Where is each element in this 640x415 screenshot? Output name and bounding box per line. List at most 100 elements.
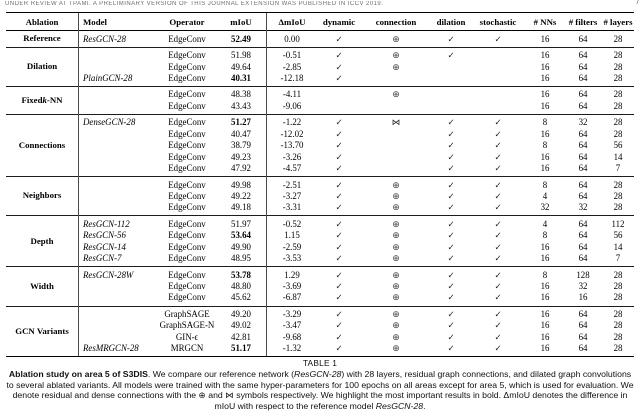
residual-connection-icon: ⊕ — [392, 230, 400, 241]
cell-nns: 16 — [540, 163, 550, 173]
check-icon: ✓ — [335, 151, 343, 162]
cell-miou: 49.98 — [231, 179, 251, 190]
cell-dmiou: -4.11 — [282, 89, 302, 100]
check-icon: ✓ — [447, 190, 455, 201]
cell-nns: 8 — [542, 117, 548, 128]
cell-layers: 28 — [613, 33, 623, 44]
check-icon: ✓ — [335, 50, 343, 61]
group-label: Fixed k -NN — [21, 94, 63, 105]
cell-layers: 28 — [613, 117, 623, 128]
cell-nns: 8 — [542, 140, 548, 151]
residual-connection-icon: ⊕ — [392, 253, 400, 264]
cell-miou: 48.95 — [231, 253, 251, 264]
cell-layers: 28 — [613, 128, 623, 139]
cell-operator: EdgeConv — [168, 281, 206, 292]
residual-connection-icon: ⊕ — [392, 89, 400, 100]
check-icon: ✓ — [494, 343, 502, 354]
table-row: EdgeConv 38.79 -13.70 ✓ ✓ ✓ 8 64 56 — [78, 140, 634, 151]
cell-miou: 51.27 — [231, 117, 251, 128]
table-row: GIN-ϵ 42.81 -9.68 ✓ ⊕ ✓ ✓ 16 64 28 — [78, 331, 634, 342]
table-row: EdgeConv 40.47 -12.02 ✓ ✓ ✓ 16 64 28 — [78, 128, 634, 139]
check-icon: ✓ — [447, 202, 455, 213]
cell-filters: 64 — [578, 100, 588, 111]
cell-nns: 16 — [540, 281, 550, 292]
cell-nns: 16 — [540, 89, 550, 100]
cell-dmiou: -9.68 — [282, 331, 302, 342]
cell-operator: GraphSAGE-N — [159, 320, 215, 331]
check-icon: ✓ — [494, 269, 502, 280]
cell-dmiou: 1.15 — [284, 230, 300, 241]
cell-nns: 16 — [540, 292, 550, 303]
ablation-group: GCN Variants GraphSAGE 49.20 -3.29 ✓ ⊕ ✓ ✓ 16 64 2… — [6, 305, 634, 357]
check-icon: ✓ — [447, 128, 455, 139]
cell-miou: 53.78 — [231, 269, 251, 280]
cell-filters: 64 — [578, 128, 588, 139]
table-row: EdgeConv 49.64 -2.85 ✓ ⊕ 16 64 28 — [78, 61, 634, 72]
column-header-ablation: Ablation — [25, 16, 59, 27]
cell-nns: 8 — [542, 269, 548, 280]
cell-filters: 64 — [578, 343, 588, 354]
cell-operator: EdgeConv — [168, 89, 206, 100]
check-icon: ✓ — [447, 309, 455, 320]
cell-model: ResGCN-14 — [83, 241, 126, 252]
residual-connection-icon: ⊕ — [392, 269, 400, 280]
cell-layers: 7 — [615, 253, 621, 264]
cell-nns: 16 — [540, 320, 550, 331]
cell-miou: 40.47 — [231, 128, 251, 139]
cell-filters: 64 — [578, 320, 588, 331]
table-row: GraphSAGE-N 49.02 -3.47 ✓ ⊕ ✓ ✓ 16 64 28 — [78, 320, 634, 331]
table-row: EdgeConv 49.23 -3.26 ✓ ✓ ✓ 16 64 14 — [78, 151, 634, 162]
cell-layers: 28 — [613, 72, 623, 83]
cell-miou: 53.64 — [231, 230, 251, 241]
check-icon: ✓ — [494, 151, 502, 162]
cell-operator: EdgeConv — [168, 33, 206, 44]
cell-miou: 47.92 — [231, 163, 251, 173]
check-icon: ✓ — [494, 117, 502, 128]
cell-miou: 40.31 — [231, 72, 251, 83]
residual-connection-icon: ⊕ — [392, 309, 400, 320]
table-row: DenseGCN-28 EdgeConv 51.27 -1.22 ✓ ⋈ ✓ ✓ 8 32 28 — [78, 117, 634, 128]
check-icon: ✓ — [335, 140, 343, 151]
group-label: Width — [30, 280, 54, 291]
cell-operator: EdgeConv — [168, 190, 206, 201]
cell-layers: 56 — [613, 230, 623, 241]
check-icon: ✓ — [335, 230, 343, 241]
check-icon: ✓ — [494, 202, 502, 213]
cell-dmiou: -2.85 — [282, 61, 302, 72]
table-row: ResGCN-56 EdgeConv 53.64 1.15 ✓ ⊕ ✓ ✓ 8 64 56 — [78, 230, 634, 241]
cell-layers: 28 — [613, 320, 623, 331]
table-row: ResGCN-112 EdgeConv 51.97 -0.52 ✓ ⊕ ✓ ✓ 4 64 112 — [78, 219, 634, 230]
residual-connection-icon: ⊕ — [392, 61, 400, 72]
check-icon: ✓ — [335, 253, 343, 264]
cell-dmiou: -3.69 — [282, 281, 302, 292]
cell-nns: 8 — [542, 179, 548, 190]
column-header-miou: ΔmIoU — [278, 16, 306, 27]
check-icon: ✓ — [335, 33, 343, 44]
table-vertical-rule-miou — [266, 13, 267, 357]
cell-model: ResMRGCN-28 — [83, 343, 139, 354]
group-rows: EdgeConv 49.98 -2.51 ✓ ⊕ ✓ ✓ 8 64 28 EdgeConv 49.22… — [78, 179, 634, 213]
cell-operator: EdgeConv — [168, 202, 206, 213]
cell-operator: EdgeConv — [168, 100, 206, 111]
cell-filters: 64 — [578, 253, 588, 264]
cell-filters: 16 — [578, 292, 588, 303]
ablation-group: Depth ResGCN-112 EdgeConv 51.97 -0.52 ✓ ⊕ ✓ ✓ 4 64… — [6, 215, 634, 266]
cell-layers: 56 — [613, 140, 623, 151]
check-icon: ✓ — [494, 218, 502, 229]
check-icon: ✓ — [494, 331, 502, 342]
check-icon: ✓ — [335, 179, 343, 190]
cell-nns: 16 — [540, 33, 550, 44]
column-header-dynamic: dynamic — [322, 16, 356, 27]
cell-model: DenseGCN-28 — [83, 117, 136, 128]
cell-miou: 48.80 — [231, 281, 251, 292]
cell-miou: 49.64 — [231, 61, 251, 72]
cell-layers: 28 — [613, 343, 623, 354]
column-header-filters: # filters — [568, 16, 598, 27]
check-icon: ✓ — [335, 202, 343, 213]
table-row: EdgeConv 43.43 -9.06 16 64 28 — [78, 100, 634, 111]
cell-dmiou: 0.00 — [284, 33, 300, 44]
cell-nns: 32 — [540, 202, 550, 213]
table-row: EdgeConv 49.98 -2.51 ✓ ⊕ ✓ ✓ 8 64 28 — [78, 179, 634, 190]
residual-connection-icon: ⊕ — [392, 179, 400, 190]
table-row: ResGCN-14 EdgeConv 49.90 -2.59 ✓ ⊕ ✓ ✓ 16 64 14 — [78, 241, 634, 252]
